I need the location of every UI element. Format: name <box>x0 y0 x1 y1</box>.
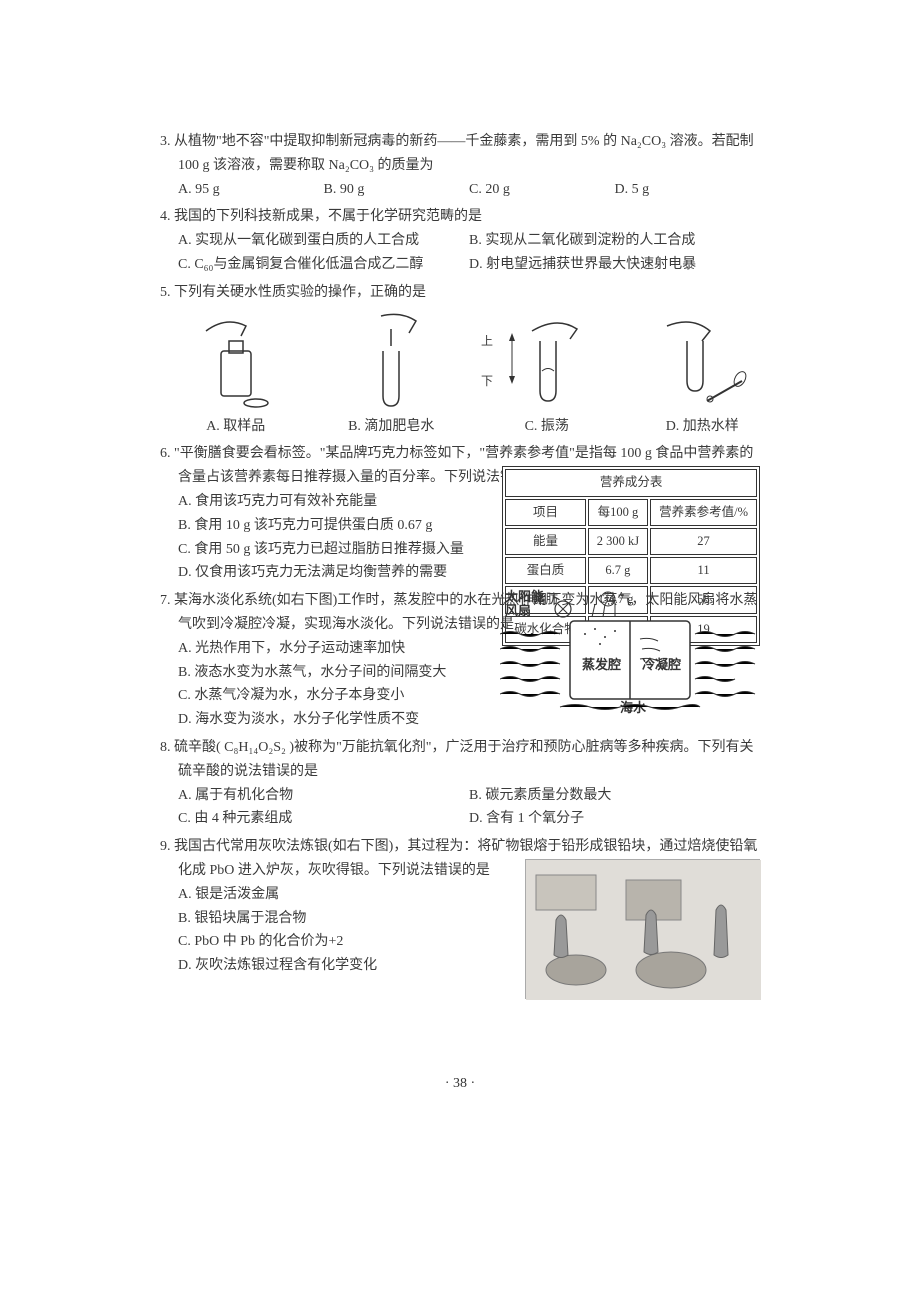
q6-opt-b: B. 食用 10 g 该巧克力可提供蛋白质 0.67 g <box>160 514 470 538</box>
sea-label: 海水 <box>620 700 647 715</box>
question-8: 8. 硫辛酸( C₈H₁₄O₂S₂ )被称为"万能抗氧化剂"，广泛用于治疗和预防… <box>160 736 760 831</box>
q4-opt-a: A. 实现从一氧化碳到蛋白质的人工合成 <box>178 229 469 253</box>
q4-options-row2: C. C₆₀与金属铜复合催化低温合成乙二醇 D. 射电望远捕获世界最大快速射电暴 <box>160 253 760 277</box>
q7-opt-a: A. 光热作用下，水分子运动速率加快 <box>160 637 490 661</box>
q5-diagram-b: B. 滴加肥皂水 <box>334 311 450 439</box>
q4-opt-c: C. C₆₀与金属铜复合催化低温合成乙二醇 <box>178 253 469 277</box>
nut-cell: 蛋白质 <box>505 557 586 584</box>
nut-cell: 能量 <box>505 528 586 555</box>
q3-options: A. 95 g B. 90 g C. 20 g D. 5 g <box>160 178 760 202</box>
fan-label: 风扇 <box>505 603 531 618</box>
q7-opt-b: B. 液态水变为水蒸气，水分子间的间隔变大 <box>160 661 490 685</box>
question-5: 5. 下列有关硬水性质实验的操作，正确的是 A. 取样品 <box>160 281 760 439</box>
q5-diagram-a: A. 取样品 <box>178 311 294 439</box>
question-3: 3. 从植物"地不容"中提取抑制新冠病毒的新药——千金藤素，需用到 5% 的 N… <box>160 130 760 201</box>
q8-opt-d: D. 含有 1 个氧分子 <box>469 807 760 831</box>
q3-opt-a: A. 95 g <box>178 178 324 202</box>
shake-tube-icon <box>502 311 592 411</box>
cond-label: 冷凝腔 <box>642 657 681 672</box>
q8-options-row1: A. 属于有机化合物 B. 碳元素质量分数最大 <box>160 784 760 808</box>
shake-down-label: 下 <box>481 371 493 391</box>
smelting-illustration: 灰吹法炼银 <box>525 859 760 999</box>
sun-label: 太阳能 <box>504 589 544 604</box>
q5-label-c: C. 振荡 <box>489 415 605 439</box>
q4-opt-d: D. 射电望远捕获世界最大快速射电暴 <box>469 253 760 277</box>
q4-opt-b: B. 实现从二氧化碳到淀粉的人工合成 <box>469 229 760 253</box>
smelting-svg <box>526 860 761 1000</box>
desalination-diagram: 太阳能 风扇 <box>500 589 760 709</box>
q4-text: 4. 我国的下列科技新成果，不属于化学研究范畴的是 <box>160 205 760 229</box>
nut-cell: 27 <box>650 528 757 555</box>
q7-opt-c: C. 水蒸气冷凝为水，水分子本身变小 <box>160 684 490 708</box>
nut-row-1: 蛋白质 6.7 g 11 <box>505 557 757 584</box>
nut-cell: 6.7 g <box>588 557 648 584</box>
q8-text: 8. 硫辛酸( C₈H₁₄O₂S₂ )被称为"万能抗氧化剂"，广泛用于治疗和预防… <box>160 736 760 784</box>
q8-opt-b: B. 碳元素质量分数最大 <box>469 784 760 808</box>
q5-diagrams: A. 取样品 B. 滴加肥皂水 上 下 <box>160 311 760 439</box>
q3-opt-d: D. 5 g <box>615 178 761 202</box>
q5-diagram-c: 上 下 C. 振荡 <box>489 311 605 439</box>
page-content: 3. 从植物"地不容"中提取抑制新冠病毒的新药——千金藤素，需用到 5% 的 N… <box>0 0 920 978</box>
q8-opt-c: C. 由 4 种元素组成 <box>178 807 469 831</box>
desal-svg: 太阳能 风扇 <box>500 589 760 719</box>
q5-label-d: D. 加热水样 <box>645 415 761 439</box>
q9-opt-c: C. PbO 中 Pb 的化合价为+2 <box>160 930 490 954</box>
nut-header-2: 营养素参考值/% <box>650 499 757 526</box>
question-9: 9. 我国古代常用灰吹法炼银(如右下图)，其过程为：将矿物银熔于铅形成银铅块，通… <box>160 835 760 978</box>
nut-cell: 11 <box>650 557 757 584</box>
q3-opt-b: B. 90 g <box>324 178 470 202</box>
q4-options-row1: A. 实现从一氧化碳到蛋白质的人工合成 B. 实现从二氧化碳到淀粉的人工合成 <box>160 229 760 253</box>
q8-options-row2: C. 由 4 种元素组成 D. 含有 1 个氧分子 <box>160 807 760 831</box>
q5-text: 5. 下列有关硬水性质实验的操作，正确的是 <box>160 281 760 305</box>
beaker-icon <box>196 311 276 411</box>
q8-opt-a: A. 属于有机化合物 <box>178 784 469 808</box>
q6-opt-a: A. 食用该巧克力可有效补充能量 <box>160 490 470 514</box>
question-4: 4. 我国的下列科技新成果，不属于化学研究范畴的是 A. 实现从一氧化碳到蛋白质… <box>160 205 760 276</box>
heating-icon <box>652 311 752 411</box>
shake-up-label: 上 <box>481 331 493 351</box>
q3-text: 3. 从植物"地不容"中提取抑制新冠病毒的新药——千金藤素，需用到 5% 的 N… <box>160 130 760 178</box>
q6-opt-c: C. 食用 50 g 该巧克力已超过脂肪日推荐摄入量 <box>160 538 470 562</box>
page-number: · 38 · <box>0 1076 920 1092</box>
nut-header-1: 每100 g <box>588 499 648 526</box>
question-6: 6. "平衡膳食要会看标签。"某品牌巧克力标签如下，"营养素参考值"是指每 10… <box>160 442 760 585</box>
dropper-tube-icon <box>351 311 431 411</box>
q5-label-b: B. 滴加肥皂水 <box>334 415 450 439</box>
q5-label-a: A. 取样品 <box>178 415 294 439</box>
q5-diagram-d: D. 加热水样 <box>645 311 761 439</box>
q6-opt-d: D. 仅食用该巧克力无法满足均衡营养的需要 <box>160 561 470 585</box>
q9-opt-a: A. 银是活泼金属 <box>160 883 490 907</box>
q3-opt-c: C. 20 g <box>469 178 615 202</box>
nutrition-title: 营养成分表 <box>505 469 757 496</box>
nut-header-0: 项目 <box>505 499 586 526</box>
q7-opt-d: D. 海水变为淡水，水分子化学性质不变 <box>160 708 490 732</box>
q9-opt-b: B. 银铅块属于混合物 <box>160 907 490 931</box>
evap-label: 蒸发腔 <box>582 657 621 672</box>
question-7: 7. 某海水淡化系统(如右下图)工作时，蒸发腔中的水在光热作用下变为水蒸气，太阳… <box>160 589 760 732</box>
q9-opt-d: D. 灰吹法炼银过程含有化学变化 <box>160 954 490 978</box>
nut-row-0: 能量 2 300 kJ 27 <box>505 528 757 555</box>
nut-cell: 2 300 kJ <box>588 528 648 555</box>
